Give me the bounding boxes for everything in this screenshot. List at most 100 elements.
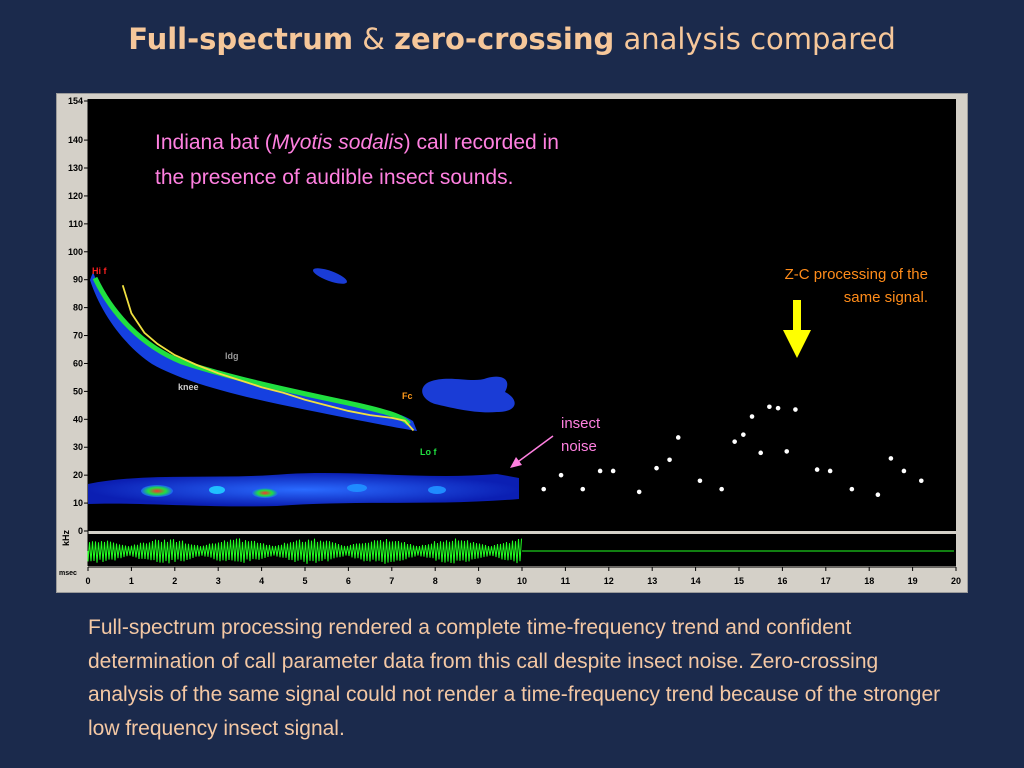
zc-point [610, 468, 616, 474]
x-tick-label: 11 [561, 576, 571, 586]
x-tick-label: 15 [734, 576, 744, 586]
zc-annotation-line1: Z-C processing of the [785, 266, 928, 283]
y-tick-label: 140 [68, 135, 83, 145]
y-tick-label: 110 [68, 219, 83, 229]
x-tick-label: 16 [777, 576, 787, 586]
spectrogram-plot-area [88, 99, 956, 531]
y-tick-label: 20 [73, 470, 83, 480]
zc-point [875, 492, 881, 498]
zc-point [541, 486, 546, 492]
x-tick-label: 0 [85, 576, 90, 586]
y-tick-label: 90 [73, 275, 83, 285]
zc-point [849, 486, 855, 492]
y-tick-label: 100 [68, 247, 83, 257]
species-text-pre: Indiana bat ( [155, 131, 272, 154]
zc-point [741, 432, 746, 437]
insect-noise-band [88, 473, 519, 507]
y-tick-label: 30 [73, 442, 83, 452]
y-axis-label: kHz [61, 529, 71, 546]
call-trace-line [121, 285, 415, 432]
zc-dots-series [541, 404, 924, 498]
species-annotation-line2: the presence of audible insect sounds. [155, 166, 513, 189]
zc-point [675, 435, 681, 440]
zc-point [558, 472, 564, 478]
caption-text: Full-spectrum processing rendered a comp… [88, 616, 941, 740]
x-tick-label: 5 [302, 576, 307, 586]
zc-point [918, 478, 924, 484]
x-tick-label: 13 [647, 576, 657, 586]
zc-point [784, 449, 790, 454]
y-axis-ticks: 0 10 20 30 40 50 60 70 80 90 100 110 120 130 140 154 [68, 96, 88, 536]
x-tick-label: 8 [433, 576, 438, 586]
x-tick-label: 3 [216, 576, 221, 586]
x-tick-label: 6 [346, 576, 351, 586]
zc-point [719, 486, 724, 492]
title-zero-crossing: zero-crossing [394, 22, 615, 56]
slide-title: Full-spectrum & zero-crossing analysis c… [0, 22, 1024, 56]
call-core [92, 276, 411, 426]
x-tick-label: 12 [604, 576, 614, 586]
title-remainder: analysis compared [614, 22, 896, 56]
call-envelope [90, 272, 417, 431]
y-tick-label: 50 [73, 386, 83, 396]
zc-point [580, 486, 586, 492]
zc-point [667, 457, 672, 463]
x-tick-label: 2 [172, 576, 177, 586]
zc-point [901, 468, 907, 474]
title-full-spectrum: Full-spectrum [128, 22, 354, 56]
x-tick-label: 18 [864, 576, 874, 586]
zc-point [758, 450, 763, 456]
x-axis-ticks: 0 1 2 3 4 5 6 7 8 9 10 11 12 13 14 15 16 17 18 19 20 [85, 567, 961, 586]
y-tick-label: 154 [68, 96, 83, 106]
y-tick-label: 130 [68, 163, 83, 173]
y-tick-label: 80 [73, 303, 83, 313]
label-fc: Fc [402, 391, 413, 401]
echo-blob [422, 376, 515, 413]
species-annotation: Indiana bat (Myotis sodalis) call record… [155, 131, 559, 154]
zc-point [827, 468, 833, 474]
title-ampersand: & [353, 22, 395, 56]
y-tick-label: 0 [78, 526, 83, 536]
x-tick-label: 20 [951, 576, 961, 586]
species-name-italic: Myotis sodalis [272, 131, 404, 154]
y-tick-label: 70 [73, 331, 83, 341]
x-axis-label: msec [59, 570, 77, 577]
zc-point [793, 407, 798, 412]
call-trace-series [121, 285, 415, 432]
y-tick-label: 40 [73, 414, 83, 424]
y-tick-label: 10 [73, 498, 83, 508]
y-tick-label: 60 [73, 358, 83, 368]
zc-point [732, 439, 737, 444]
zc-point [888, 456, 894, 461]
arrow-left-down-icon [510, 435, 554, 468]
x-tick-label: 7 [389, 576, 394, 586]
zc-point [654, 465, 659, 471]
harmonic-blob [312, 268, 348, 284]
zc-point [767, 404, 772, 410]
x-tick-label: 10 [517, 576, 527, 586]
x-tick-label: 17 [821, 576, 831, 586]
waveform-path [87, 538, 522, 564]
zc-point [636, 489, 642, 495]
x-tick-label: 14 [691, 576, 701, 586]
x-tick-label: 4 [259, 576, 264, 586]
zc-point [697, 478, 703, 484]
x-tick-label: 1 [129, 576, 134, 586]
x-tick-label: 19 [908, 576, 918, 586]
zc-point [814, 467, 820, 472]
y-tick-label: 120 [68, 191, 83, 201]
species-text-post: ) call recorded in [404, 131, 559, 154]
waveform-trace [87, 538, 954, 564]
label-lo-f: Lo f [420, 447, 437, 457]
label-hi-f: Hi f [92, 266, 108, 276]
x-tick-label: 9 [476, 576, 481, 586]
zc-point [749, 414, 755, 419]
zc-point [775, 405, 781, 411]
insect-annotation-line2: noise [561, 438, 597, 455]
label-knee: knee [178, 382, 199, 392]
insect-annotation-line1: insect [561, 415, 601, 432]
zc-annotation-line2: same signal. [844, 289, 928, 306]
arrow-down-icon [783, 300, 811, 358]
